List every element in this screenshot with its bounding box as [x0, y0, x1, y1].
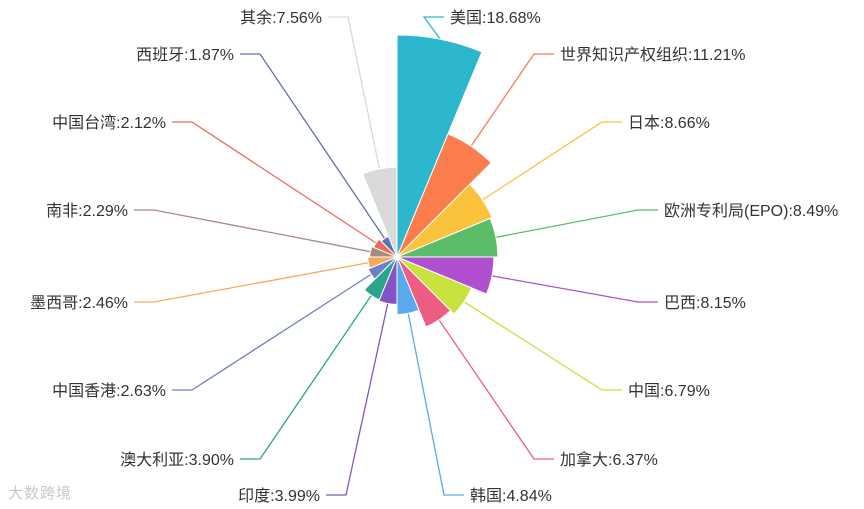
- leader-line-15: [328, 16, 381, 170]
- slice-13[interactable]: [373, 238, 396, 257]
- slice-6[interactable]: [397, 258, 452, 328]
- leader-line-13: [172, 121, 377, 244]
- slice-label-7: 韩国:4.84%: [470, 487, 552, 505]
- slice-12[interactable]: [369, 245, 395, 258]
- watermark: 大数跨境: [8, 484, 73, 502]
- slice-label-10: 中国香港:2.63%: [52, 382, 166, 400]
- slice-label-2: 日本:8.66%: [628, 114, 710, 132]
- leader-line-10: [172, 273, 372, 391]
- labels: 美国:18.68% 世界知识产权组织:11.21% 日本:8.66% 欧洲专利局(EP…: [30, 8, 838, 505]
- slice-0[interactable]: [396, 34, 483, 255]
- slice-label-13: 中国台湾:2.12%: [52, 114, 166, 132]
- slice-label-15: 其余:7.56%: [240, 8, 322, 27]
- slice-label-8: 印度:3.99%: [238, 487, 320, 505]
- leader-line-9: [240, 295, 372, 460]
- leader-line-3: [495, 209, 658, 238]
- slice-4[interactable]: [399, 256, 495, 295]
- leader-line-14: [240, 53, 386, 239]
- slice-3[interactable]: [399, 217, 499, 258]
- slice-2[interactable]: [398, 183, 493, 257]
- leader-line-6: [438, 319, 554, 460]
- slice-label-4: 巴西:8.15%: [664, 295, 746, 312]
- slice-15[interactable]: [361, 166, 398, 255]
- slice-5[interactable]: [398, 257, 473, 315]
- slice-label-3: 欧洲专利局(EPO):8.49%: [664, 202, 838, 220]
- leader-line-8: [326, 303, 389, 496]
- slices: [361, 34, 499, 328]
- leader-line-11: [134, 262, 369, 303]
- label-lines: [134, 16, 658, 496]
- leader-line-5: [463, 301, 622, 391]
- slice-label-6: 加拿大:6.37%: [560, 450, 658, 469]
- slice-11[interactable]: [367, 256, 395, 269]
- slice-10[interactable]: [367, 257, 396, 280]
- slice-label-5: 中国:6.79%: [628, 382, 710, 400]
- slice-label-9: 澳大利亚:3.90%: [120, 451, 234, 469]
- slice-7[interactable]: [396, 259, 420, 316]
- leader-line-0: [422, 16, 444, 40]
- leader-line-4: [491, 275, 658, 303]
- slice-label-12: 南非:2.29%: [46, 202, 128, 220]
- leader-line-12: [134, 209, 371, 253]
- slice-9[interactable]: [363, 258, 397, 301]
- slice-label-0: 美国:18.68%: [450, 9, 541, 27]
- slice-label-14: 西班牙:1.87%: [136, 46, 234, 64]
- leader-line-7: [407, 313, 464, 496]
- slice-8[interactable]: [378, 259, 398, 305]
- leader-line-2: [482, 121, 622, 201]
- slice-1[interactable]: [397, 133, 492, 256]
- slice-label-1: 世界知识产权组织:11.21%: [560, 46, 746, 64]
- slice-label-11: 墨西哥:2.46%: [30, 295, 128, 312]
- leader-line-1: [470, 53, 554, 147]
